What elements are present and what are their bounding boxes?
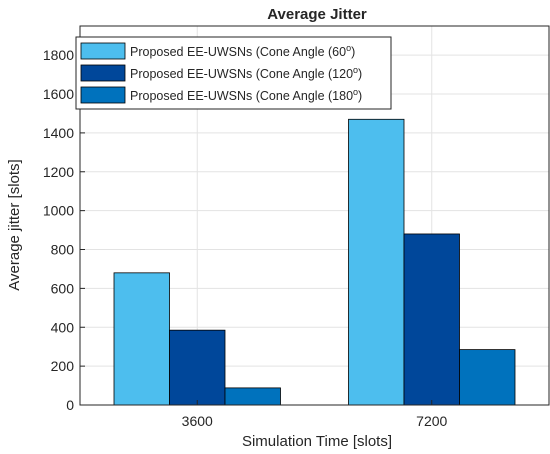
- y-tick-label: 1400: [43, 125, 74, 141]
- legend-entry-label: Proposed EE-UWSNs (Cone Angle (120o): [130, 65, 362, 81]
- y-tick-label: 1800: [43, 47, 74, 63]
- bar: [225, 388, 280, 405]
- bar: [349, 119, 404, 405]
- y-tick-label: 1000: [43, 203, 74, 219]
- legend-swatch: [81, 65, 125, 81]
- chart-title: Average Jitter: [267, 6, 367, 23]
- x-tick-label: 7200: [416, 413, 447, 429]
- y-tick-label: 400: [51, 319, 75, 335]
- legend-swatch: [81, 87, 125, 103]
- y-axis-label: Average jitter [slots]: [6, 159, 23, 290]
- legend-entry-label: Proposed EE-UWSNs (Cone Angle (60o): [130, 43, 355, 59]
- y-tick-label: 0: [66, 397, 74, 413]
- bar: [114, 273, 169, 405]
- y-tick-label: 1200: [43, 164, 74, 180]
- x-tick-label: 3600: [182, 413, 213, 429]
- bar: [459, 350, 514, 405]
- legend-entry-label: Proposed EE-UWSNs (Cone Angle (180o): [130, 87, 362, 103]
- legend-swatch: [81, 43, 125, 59]
- y-tick-label: 800: [51, 242, 75, 258]
- y-tick-label: 600: [51, 280, 75, 296]
- bar: [170, 330, 225, 405]
- y-tick-label: 1600: [43, 86, 74, 102]
- bar: [404, 234, 459, 405]
- x-axis-label: Simulation Time [slots]: [242, 433, 392, 450]
- y-tick-label: 200: [51, 358, 75, 374]
- legend: Proposed EE-UWSNs (Cone Angle (60o) Propo…: [76, 37, 391, 109]
